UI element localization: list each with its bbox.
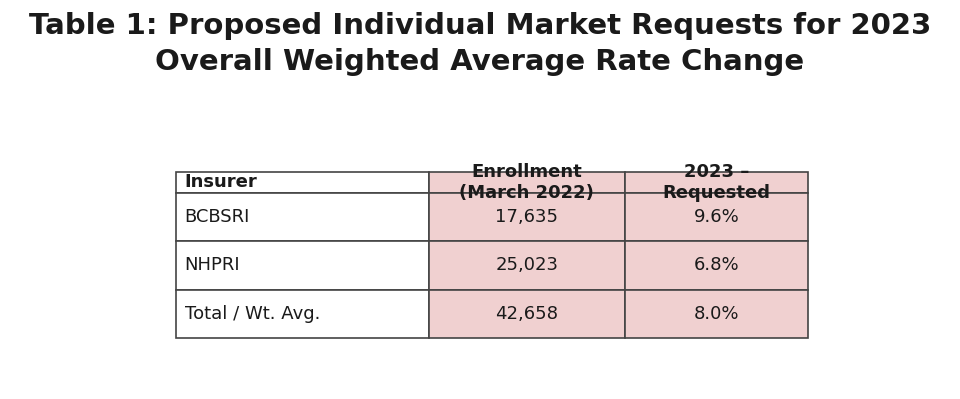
Text: 2023 –
Requested: 2023 – Requested xyxy=(662,163,771,202)
Text: NHPRI: NHPRI xyxy=(184,257,240,275)
FancyBboxPatch shape xyxy=(176,290,429,338)
FancyBboxPatch shape xyxy=(176,193,429,241)
Text: Table 1: Proposed Individual Market Requests for 2023
Overall Weighted Average R: Table 1: Proposed Individual Market Requ… xyxy=(29,12,931,76)
Text: 42,658: 42,658 xyxy=(495,305,559,323)
FancyBboxPatch shape xyxy=(429,193,625,241)
FancyBboxPatch shape xyxy=(176,241,429,290)
FancyBboxPatch shape xyxy=(429,290,625,338)
Text: 17,635: 17,635 xyxy=(495,208,559,226)
Text: 6.8%: 6.8% xyxy=(694,257,739,275)
Text: Total / Wt. Avg.: Total / Wt. Avg. xyxy=(184,305,320,323)
FancyBboxPatch shape xyxy=(625,290,808,338)
Text: 25,023: 25,023 xyxy=(495,257,559,275)
Text: BCBSRI: BCBSRI xyxy=(184,208,251,226)
FancyBboxPatch shape xyxy=(625,172,808,193)
FancyBboxPatch shape xyxy=(625,193,808,241)
Text: 8.0%: 8.0% xyxy=(694,305,739,323)
Text: Insurer: Insurer xyxy=(184,174,257,192)
FancyBboxPatch shape xyxy=(625,241,808,290)
Text: 9.6%: 9.6% xyxy=(694,208,739,226)
Text: Enrollment
(March 2022): Enrollment (March 2022) xyxy=(459,163,594,202)
FancyBboxPatch shape xyxy=(429,172,625,193)
FancyBboxPatch shape xyxy=(429,241,625,290)
FancyBboxPatch shape xyxy=(176,172,429,193)
